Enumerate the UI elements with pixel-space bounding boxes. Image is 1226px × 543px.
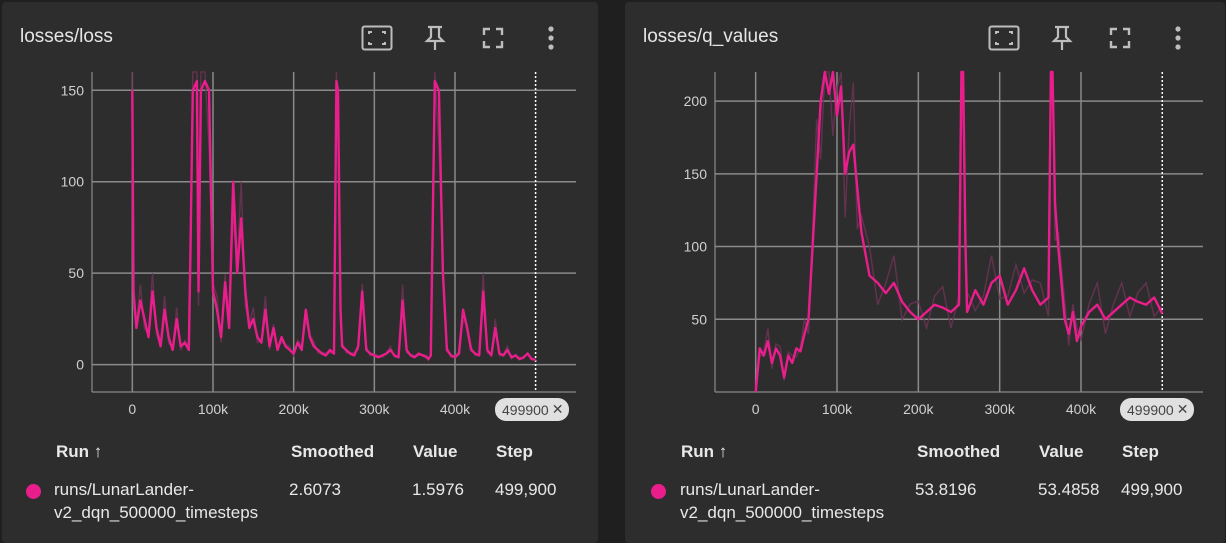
x-tick-label: 300k (984, 401, 1015, 417)
smoothed-column-header[interactable]: Smoothed (291, 442, 374, 462)
x-tick-label: 100k (198, 401, 229, 417)
x-tick-label: 200k (278, 401, 309, 417)
x-tick-label: 400k (1066, 401, 1097, 417)
y-tick-label: 150 (61, 82, 85, 98)
x-tick-label: 200k (903, 401, 934, 417)
fit-domain-button[interactable] (975, 20, 1033, 56)
y-tick-label: 50 (68, 265, 84, 281)
x-tick-label: 100k (822, 401, 853, 417)
more-options-button[interactable] (522, 20, 580, 56)
fullscreen-icon (1109, 27, 1131, 49)
chart-card-q-values: losses/q_values 0 100k 200k 300k 400k 50 100 15… (625, 2, 1225, 543)
y-tick-label: 100 (684, 239, 708, 255)
pin-button[interactable] (1033, 20, 1091, 56)
smoothed-column-header[interactable]: Smoothed (917, 442, 1000, 462)
y-tick-label: 100 (61, 174, 85, 190)
fit-domain-button[interactable] (348, 20, 406, 56)
pin-icon (424, 25, 446, 51)
fit-domain-icon (361, 25, 393, 51)
more-vert-icon (1174, 26, 1182, 50)
run-column-header[interactable]: Run ↑ (681, 442, 727, 462)
smoothed-value: 53.8196 (915, 478, 976, 501)
value-column-header[interactable]: Value (1039, 442, 1083, 462)
more-vert-icon (547, 26, 555, 50)
line-chart[interactable]: 0 100k 200k 300k 400k 50 100 150 200 (625, 62, 1225, 442)
close-icon[interactable]: ✕ (1177, 401, 1189, 418)
card-toolbar (348, 20, 580, 56)
fullscreen-icon (482, 27, 504, 49)
step-column-header[interactable]: Step (1122, 442, 1159, 462)
more-options-button[interactable] (1149, 20, 1207, 56)
pin-button[interactable] (406, 20, 464, 56)
smoothed-value: 2.6073 (289, 478, 341, 501)
current-value: 53.4858 (1038, 478, 1099, 501)
line-chart[interactable]: 0 100k 200k 300k 400k 0 50 100 150 (2, 62, 598, 442)
step-marker-badge[interactable]: 499900 ✕ (495, 398, 569, 421)
value-column-header[interactable]: Value (413, 442, 457, 462)
run-name: runs/LunarLander-v2_dqn_500000_timesteps (680, 478, 912, 524)
fit-domain-icon (988, 25, 1020, 51)
x-tick-label: 400k (440, 401, 471, 417)
x-tick-label: 0 (752, 401, 760, 417)
pin-icon (1051, 25, 1073, 51)
chart-title: losses/q_values (643, 26, 778, 48)
series-line (132, 81, 535, 360)
step-marker-badge[interactable]: 499900 ✕ (1120, 398, 1194, 421)
run-color-dot[interactable] (651, 484, 666, 499)
y-tick-label: 50 (691, 311, 707, 327)
card-toolbar (975, 20, 1207, 56)
run-name: runs/LunarLander-v2_dqn_500000_timesteps (54, 478, 286, 524)
y-tick-label: 0 (76, 357, 84, 373)
current-value: 1.5976 (412, 478, 464, 501)
y-tick-label: 150 (684, 166, 708, 182)
chart-title: losses/loss (20, 26, 113, 48)
y-tick-label: 200 (684, 93, 708, 109)
x-tick-label: 300k (359, 401, 390, 417)
run-color-dot[interactable] (26, 484, 41, 499)
x-tick-label: 0 (128, 401, 136, 417)
fullscreen-button[interactable] (464, 20, 522, 56)
chart-card-loss: losses/loss 0 100k 200k 300k 400k 0 50 100 150 4… (2, 2, 598, 543)
close-icon[interactable]: ✕ (552, 401, 564, 418)
step-marker-label: 499900 (1127, 402, 1174, 418)
step-marker-label: 499900 (502, 402, 549, 418)
step-column-header[interactable]: Step (496, 442, 533, 462)
run-column-header[interactable]: Run ↑ (56, 442, 102, 462)
fullscreen-button[interactable] (1091, 20, 1149, 56)
step-value: 499,900 (1121, 478, 1182, 501)
step-value: 499,900 (495, 478, 556, 501)
